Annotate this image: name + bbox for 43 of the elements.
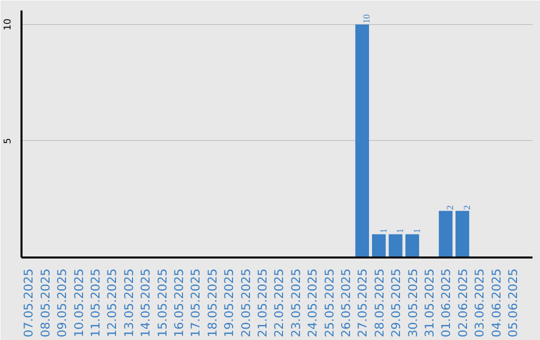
x-tick-label: 12.05.2025 <box>105 268 120 338</box>
bar <box>405 234 420 258</box>
x-tick-label: 23.05.2025 <box>288 268 303 338</box>
x-tick-label: 02.06.2025 <box>456 268 470 338</box>
bar <box>456 210 470 258</box>
x-tick-label: 07.05.2025 <box>22 268 36 338</box>
x-tick-label: 01.06.2025 <box>439 268 454 338</box>
bar <box>438 210 453 258</box>
x-tick-label: 20.05.2025 <box>238 268 253 338</box>
x-tick-label: 18.05.2025 <box>205 268 220 338</box>
x-tick-label: 16.05.2025 <box>172 268 186 338</box>
x-tick-label: 27.05.2025 <box>356 268 370 338</box>
x-tick-label: 15.05.2025 <box>155 268 170 338</box>
x-tick-label: 19.05.2025 <box>222 268 236 338</box>
x-tick-label: 29.05.2025 <box>389 268 404 338</box>
data-label: 2 <box>462 204 473 210</box>
x-tick-label: 30.05.2025 <box>406 268 420 338</box>
x-tick-label: 17.05.2025 <box>188 268 203 338</box>
bar <box>355 24 370 258</box>
data-label: 1 <box>412 228 423 234</box>
x-tick-label: 26.05.2025 <box>338 268 353 338</box>
x-tick-label: 03.06.2025 <box>472 268 487 338</box>
y-tick-label: 5 <box>2 138 14 144</box>
data-label: 1 <box>379 228 390 234</box>
x-tick-label: 22.05.2025 <box>272 268 286 338</box>
x-tick-label: 25.05.2025 <box>322 268 336 338</box>
x-tick-label: 14.05.2025 <box>138 268 153 338</box>
x-tick-label: 04.06.2025 <box>489 268 504 338</box>
x-tick-label: 09.05.2025 <box>55 268 70 338</box>
bar <box>388 234 402 258</box>
x-tick-label: 24.05.2025 <box>306 268 320 338</box>
data-label: 2 <box>446 204 456 210</box>
x-tick-label: 10.05.2025 <box>72 268 86 338</box>
x-tick-label: 28.05.2025 <box>372 268 386 338</box>
x-tick-label: 11.05.2025 <box>88 268 102 338</box>
x-tick-label: 08.05.2025 <box>38 268 52 338</box>
bar <box>372 234 386 258</box>
data-label: 1 <box>396 228 406 234</box>
x-tick-label: 21.05.2025 <box>255 268 270 338</box>
data-label: 10 <box>362 14 373 24</box>
x-tick-label: 05.06.2025 <box>506 268 520 338</box>
x-tick-label: 13.05.2025 <box>122 268 136 338</box>
x-tick-label: 31.05.2025 <box>422 268 436 338</box>
